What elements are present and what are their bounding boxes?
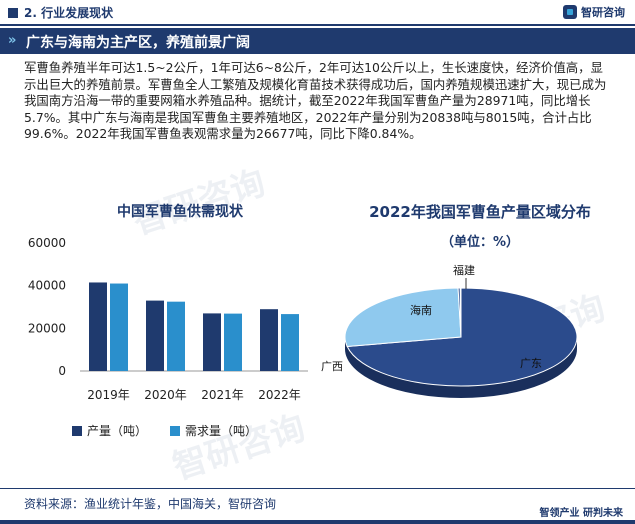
pie-label: 广西 [321, 360, 343, 373]
section-square-icon [8, 8, 18, 18]
legend-demand-swatch [170, 425, 180, 436]
body-paragraph: 军曹鱼养殖半年可达1.5~2公斤，1年可达6~8公斤，2年可达10公斤以上，生长… [24, 60, 607, 142]
bar-demand [224, 313, 242, 371]
brand-logo-text: 智研咨询 [581, 6, 625, 19]
pie-slice-guangxi [459, 287, 462, 338]
x-tick-label: 2019年 [87, 388, 130, 402]
band-title: 广东与海南为主产区，养殖前景广阔 [26, 35, 250, 51]
y-tick-label: 20000 [28, 321, 66, 335]
x-tick-label: 2022年 [258, 388, 301, 402]
x-tick-label: 2021年 [201, 388, 244, 402]
bar-production [260, 309, 278, 371]
double-chevron-icon: » [8, 33, 17, 48]
pie-label: 广东 [520, 357, 542, 370]
pie-side [345, 337, 577, 398]
pie-label: 海南 [410, 303, 432, 317]
bottom-bar [0, 520, 635, 524]
pie-slice-hainan [344, 287, 462, 348]
footer-divider [0, 488, 635, 489]
legend-demand-label: 需求量（吨） [185, 424, 258, 438]
pie-chart-subtitle: （单位：%） [440, 235, 520, 250]
brand-logo: 智研咨询 [563, 4, 625, 20]
y-tick-label: 40000 [28, 279, 66, 293]
top-header: 2. 行业发展现状 智研咨询 [0, 0, 635, 26]
y-tick-label: 0 [58, 364, 66, 378]
bar-production [203, 313, 221, 371]
bar-production [89, 282, 107, 371]
source-note: 资料来源：渔业统计年鉴，中国海关，智研咨询 [24, 497, 277, 511]
bar-demand [167, 301, 185, 371]
section-title: 2. 行业发展现状 [24, 6, 114, 20]
legend-demand: 需求量（吨） [170, 422, 257, 439]
brand-logo-icon [563, 5, 577, 19]
bar-demand [281, 314, 299, 371]
pie-slice-guangdong [346, 287, 578, 387]
title-band: » 广东与海南为主产区，养殖前景广阔 [0, 28, 635, 54]
pie-label: 福建 [453, 263, 475, 277]
legend-production-label: 产量（吨） [87, 424, 148, 438]
y-tick-label: 60000 [28, 236, 66, 250]
pie-chart-title: 2022年我国军曹鱼产量区域分布 [369, 203, 591, 221]
bar-production [146, 300, 164, 371]
bar-demand [110, 283, 128, 371]
footer-logo: 智领产业 研判未来 [539, 508, 623, 519]
legend-production-swatch [72, 425, 82, 436]
x-tick-label: 2020年 [144, 388, 187, 402]
bar-chart-title: 中国军曹鱼供需现状 [117, 204, 243, 220]
bar-chart: 0 20000 40000 60000 2019年 2020年 2021年 2022年 [28, 236, 308, 402]
legend-production: 产量（吨） [72, 422, 147, 439]
